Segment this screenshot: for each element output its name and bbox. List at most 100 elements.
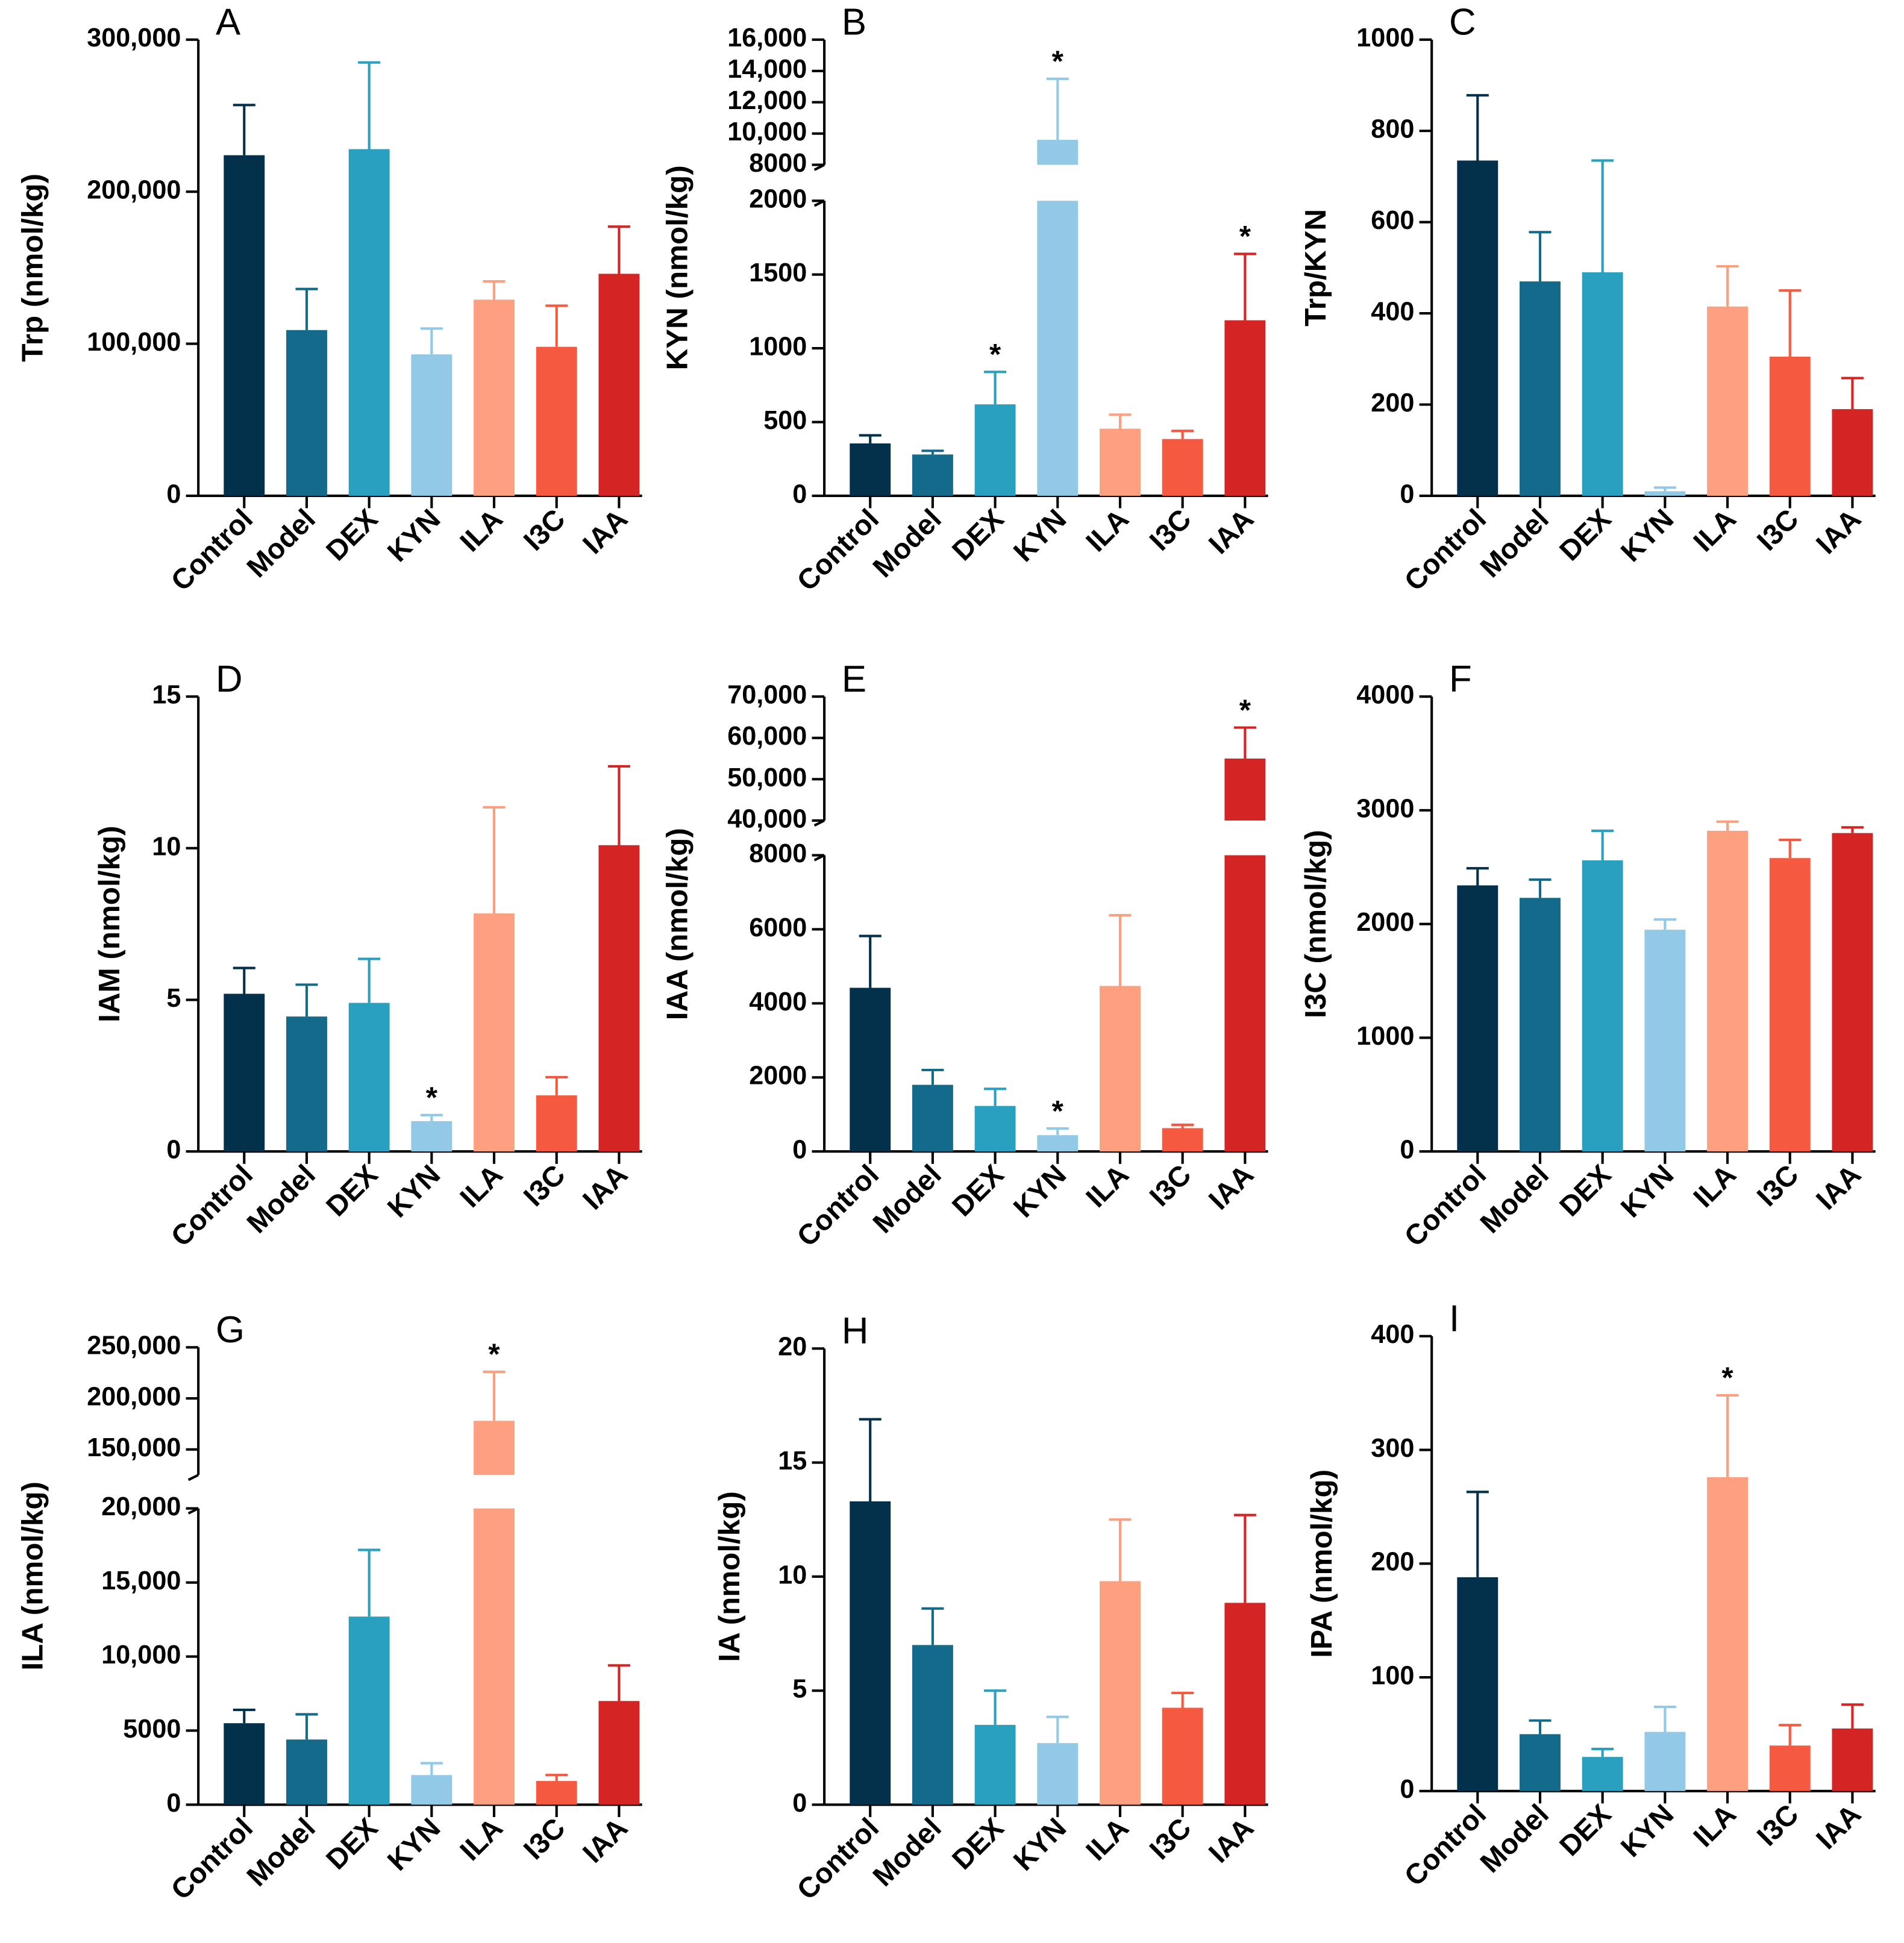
bar <box>224 993 265 1152</box>
y-tick-label: 600 <box>1371 206 1414 235</box>
y-tick-label: 200,000 <box>87 1382 181 1411</box>
x-tick-label: IAA <box>1810 503 1867 560</box>
bar <box>912 454 953 496</box>
bar <box>348 1616 390 1805</box>
y-tick-label: 200,000 <box>87 176 181 205</box>
bar <box>1769 1745 1811 1791</box>
y-tick-label: 4000 <box>749 987 807 1016</box>
bar <box>1644 491 1686 496</box>
x-tick-label: DEX <box>320 1812 384 1876</box>
x-tick-label: Control <box>165 1159 259 1253</box>
y-axis-label: KYN (nmol/kg) <box>660 165 694 370</box>
bar <box>1707 1477 1748 1791</box>
x-tick-label: IAA <box>1203 1812 1260 1869</box>
bar <box>598 845 640 1152</box>
bar <box>974 1724 1016 1805</box>
bar <box>1100 1581 1141 1805</box>
y-tick-label: 15 <box>152 681 181 710</box>
x-tick-label: Control <box>791 503 885 597</box>
y-tick-label: 15 <box>778 1447 807 1475</box>
bar <box>1162 1128 1203 1152</box>
y-tick-label: 0 <box>1400 1136 1414 1165</box>
y-tick-label: 1000 <box>1356 1022 1414 1051</box>
x-tick-label: ILA <box>454 1159 509 1213</box>
bar <box>1832 833 1873 1152</box>
bar <box>348 1003 390 1152</box>
significance: * <box>1052 1095 1064 1128</box>
y-tick-label: 0 <box>1400 480 1414 508</box>
y-tick-label: 2000 <box>749 1062 807 1090</box>
x-tick-label: IAA <box>1203 1159 1260 1216</box>
y-tick-label: 3000 <box>1356 794 1414 823</box>
y-tick-label: 100,000 <box>87 328 181 357</box>
bar <box>286 1016 327 1152</box>
y-tick-label: 12,000 <box>727 86 807 115</box>
bar <box>1644 930 1686 1152</box>
bar <box>1769 858 1811 1152</box>
x-tick-label: Model <box>867 1159 948 1239</box>
bar <box>850 987 891 1152</box>
x-tick-label: KYN <box>381 1812 446 1877</box>
x-tick-label: Control <box>791 1159 885 1253</box>
panel-letter: I <box>1449 1298 1459 1340</box>
x-tick-label: DEX <box>320 1159 384 1223</box>
y-axis-label: Trp (nmol/kg) <box>16 174 49 362</box>
x-tick-label: I3C <box>518 503 572 557</box>
bar <box>1100 986 1141 1152</box>
x-tick-label: KYN <box>1007 503 1073 568</box>
x-tick-label: ILA <box>1080 503 1135 558</box>
x-tick-label: KYN <box>1615 1159 1680 1224</box>
y-tick-label: 0 <box>792 480 807 508</box>
x-tick-label: KYN <box>1007 1159 1073 1224</box>
x-tick-label: Model <box>241 1159 322 1239</box>
bar <box>224 1723 265 1805</box>
x-tick-label: IAA <box>577 503 634 560</box>
x-tick-label: Model <box>241 503 322 584</box>
bar <box>1520 281 1561 496</box>
y-tick-label: 14,000 <box>727 55 807 84</box>
bar <box>1224 1603 1266 1805</box>
x-tick-label: I3C <box>1144 1812 1198 1866</box>
y-axis-label: Trp/KYN <box>1299 209 1332 327</box>
y-tick-label: 60,000 <box>727 722 807 751</box>
x-tick-label: Model <box>867 1812 948 1892</box>
significance: * <box>1239 220 1251 253</box>
panel-letter: C <box>1449 2 1476 43</box>
y-tick-label: 200 <box>1371 389 1414 418</box>
x-tick-label: KYN <box>381 503 446 568</box>
significance: * <box>1052 45 1064 78</box>
bar <box>1224 320 1266 496</box>
x-tick-label: Control <box>791 1812 885 1906</box>
x-tick-label: Control <box>1398 1798 1492 1892</box>
bar <box>474 1508 515 1805</box>
x-tick-label: Model <box>1474 1798 1555 1879</box>
bar <box>1769 357 1811 496</box>
bar-upper <box>1224 759 1266 821</box>
y-tick-label: 10 <box>778 1560 807 1589</box>
x-tick-label: I3C <box>518 1812 572 1866</box>
x-tick-label: I3C <box>1751 503 1805 557</box>
y-tick-label: 500 <box>763 406 807 435</box>
panel-letter: A <box>216 2 241 43</box>
y-tick-label: 800 <box>1371 115 1414 144</box>
y-tick-label: 15,000 <box>101 1566 181 1595</box>
panel: 0 2000 4000 6000 8000 40,000 50,000 60,000 70,00… <box>660 659 1268 1253</box>
significance: * <box>989 338 1001 371</box>
bar <box>1582 1757 1623 1791</box>
y-tick-label: 150,000 <box>87 1433 181 1462</box>
bar <box>1162 1707 1203 1805</box>
y-axis-label: IPA (nmol/kg) <box>1305 1469 1338 1658</box>
y-tick-label: 10 <box>152 832 181 861</box>
bar <box>1582 860 1623 1152</box>
x-tick-label: IAA <box>577 1159 634 1216</box>
bar <box>1037 201 1079 496</box>
x-tick-label: Control <box>165 503 259 597</box>
bar <box>224 155 265 496</box>
x-tick-label: Model <box>241 1812 322 1892</box>
y-tick-label: 20,000 <box>101 1492 181 1521</box>
bar <box>1832 1728 1873 1791</box>
bar-upper <box>1037 140 1079 165</box>
bar <box>348 149 390 496</box>
y-tick-label: 6000 <box>749 913 807 942</box>
x-tick-label: KYN <box>1007 1812 1073 1877</box>
